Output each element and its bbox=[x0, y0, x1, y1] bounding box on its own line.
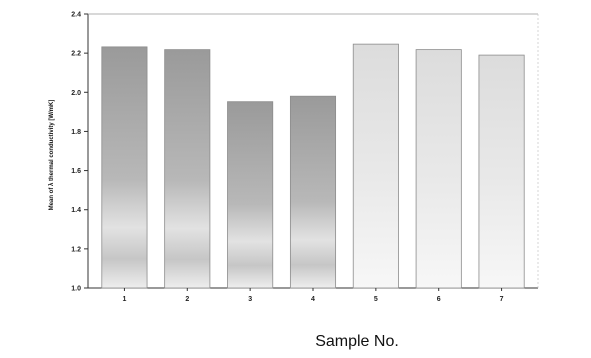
x-tick-label: 6 bbox=[437, 296, 441, 303]
y-tick-label: 1.4 bbox=[71, 207, 81, 214]
y-tick-label: 1.2 bbox=[71, 246, 81, 253]
x-axis: 1 2 3 4 5 6 7 bbox=[122, 288, 504, 303]
bar-sample-2 bbox=[164, 49, 211, 289]
bar-sample-1 bbox=[101, 46, 148, 289]
bar-sample-4 bbox=[289, 95, 337, 289]
bar-sample-7 bbox=[478, 54, 525, 289]
bar-sample-5 bbox=[352, 43, 399, 289]
y-tick-label: 2.2 bbox=[71, 51, 81, 58]
x-tick-label: 3 bbox=[248, 296, 252, 303]
x-tick-label: 7 bbox=[500, 296, 504, 303]
y-tick-label: 2.0 bbox=[71, 90, 81, 97]
plot-frame bbox=[87, 13, 539, 289]
x-tick-label: 2 bbox=[185, 296, 189, 303]
bar-sample-3 bbox=[227, 101, 274, 289]
x-axis-label: Sample No. bbox=[315, 333, 399, 350]
x-tick-label: 1 bbox=[122, 296, 126, 303]
y-tick-label: 1.8 bbox=[71, 129, 81, 136]
y-tick-label: 1.6 bbox=[71, 168, 81, 175]
y-tick-label: 1.0 bbox=[71, 286, 81, 293]
y-tick-label: 2.4 bbox=[71, 12, 81, 19]
bar-sample-6 bbox=[415, 49, 462, 289]
y-axis: 1.0 1.2 1.4 1.6 1.8 2.0 2.2 2.4 bbox=[71, 12, 88, 293]
bars-group bbox=[101, 43, 525, 289]
x-tick-label: 5 bbox=[374, 296, 378, 303]
y-axis-label: Mean of λ thermal conductivity [W/mK] bbox=[49, 100, 55, 211]
x-tick-label: 4 bbox=[311, 296, 315, 303]
